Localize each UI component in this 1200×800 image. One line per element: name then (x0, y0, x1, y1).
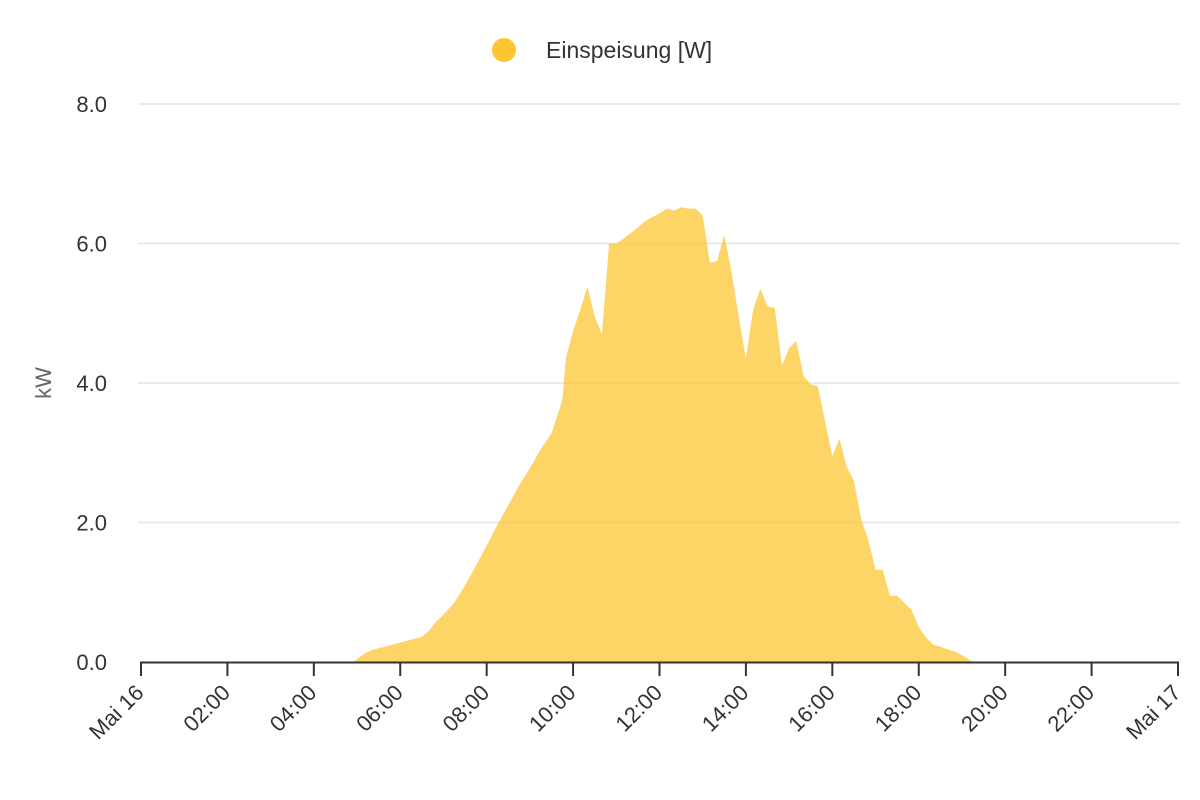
legend[interactable]: Einspeisung [W] (492, 37, 712, 63)
legend-marker (492, 38, 516, 62)
y-axis-title: kW (31, 367, 56, 399)
x-tick-label: 16:00 (783, 680, 840, 737)
x-tick-label: 02:00 (178, 680, 235, 737)
x-tick-label: Mai 16 (84, 680, 148, 744)
x-tick-label: 12:00 (610, 680, 667, 737)
x-tick-label: Mai 17 (1121, 680, 1185, 744)
y-tick-label: 6.0 (76, 232, 107, 257)
x-tick-labels: Mai 16 02:00 04:00 06:00 08:00 10:00 12:00 14:0… (84, 680, 1185, 744)
x-tick-label: 04:00 (265, 680, 322, 737)
x-tick-label: 14:00 (697, 680, 754, 737)
legend-label: Einspeisung [W] (546, 37, 712, 63)
x-tick-label: 20:00 (956, 680, 1013, 737)
x-tick-label: 08:00 (438, 680, 495, 737)
y-tick-label: 2.0 (76, 511, 107, 536)
y-tick-label: 4.0 (76, 371, 107, 396)
x-tick-label: 10:00 (524, 680, 581, 737)
y-tick-label: 0.0 (76, 650, 107, 675)
y-tick-labels: 0.0 2.0 4.0 6.0 8.0 (76, 92, 107, 675)
x-axis (140, 661, 1179, 676)
x-tick-label: 22:00 (1043, 680, 1100, 737)
x-tick-label: 06:00 (351, 680, 408, 737)
series-area-layer (353, 207, 980, 662)
x-tick-label: 18:00 (870, 680, 927, 737)
y-tick-label: 8.0 (76, 92, 107, 117)
series-area (353, 207, 980, 662)
